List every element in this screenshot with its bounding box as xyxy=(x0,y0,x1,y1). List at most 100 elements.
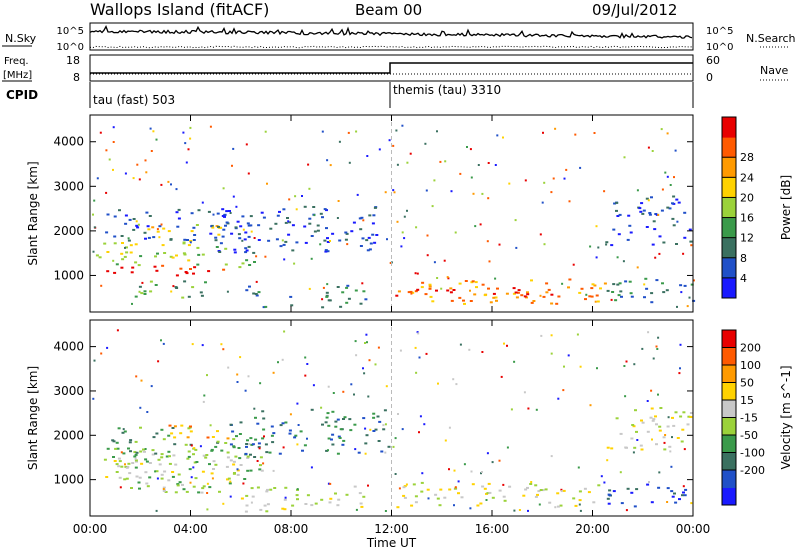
data-cell xyxy=(179,267,183,270)
data-cell xyxy=(572,497,576,500)
data-cell xyxy=(233,251,237,254)
data-cell xyxy=(113,271,117,274)
data-cell xyxy=(283,508,287,511)
data-cell xyxy=(676,305,678,308)
data-cell xyxy=(377,346,380,349)
data-cell xyxy=(610,447,614,450)
data-cell xyxy=(140,462,144,465)
colorbar-tick-label: 24 xyxy=(740,171,754,184)
data-cell xyxy=(649,416,653,419)
data-cell xyxy=(105,476,109,478)
data-cell xyxy=(364,442,368,445)
data-cell xyxy=(658,471,661,474)
data-cell xyxy=(169,238,173,241)
data-cell xyxy=(597,246,600,249)
data-cell xyxy=(458,296,462,299)
data-cell xyxy=(303,225,307,228)
data-cell xyxy=(156,228,159,231)
data-cell xyxy=(181,483,184,486)
data-cell xyxy=(173,436,177,439)
data-cell xyxy=(671,436,673,439)
data-cell xyxy=(162,486,166,489)
data-cell xyxy=(603,481,606,484)
data-cell xyxy=(321,423,324,426)
data-cell xyxy=(597,484,601,487)
data-cell xyxy=(508,182,511,185)
data-cell xyxy=(429,295,433,298)
data-cell xyxy=(129,450,132,453)
data-cell xyxy=(681,428,685,431)
data-cell xyxy=(369,428,372,431)
data-cell xyxy=(293,262,296,265)
data-cell xyxy=(457,480,460,483)
data-cell xyxy=(574,504,578,507)
data-cell xyxy=(378,148,381,151)
data-cell xyxy=(233,248,237,251)
data-cell xyxy=(682,491,685,494)
data-cell xyxy=(512,292,516,295)
data-cell xyxy=(354,448,357,451)
data-cell xyxy=(421,281,425,284)
data-cell xyxy=(403,496,407,499)
data-cell xyxy=(632,451,635,454)
colorbar-label: Velocity [m s^-1] xyxy=(779,365,793,469)
nsearch-tick-low: 10^0 xyxy=(706,42,733,53)
data-cell xyxy=(416,272,419,275)
y-axis-label: Slant Range [km] xyxy=(26,366,40,470)
data-cell xyxy=(261,437,265,440)
data-cell xyxy=(321,216,324,219)
data-cell xyxy=(463,463,466,466)
data-cell xyxy=(471,280,475,283)
data-cell xyxy=(563,177,566,180)
data-cell xyxy=(114,447,118,450)
data-cell xyxy=(426,234,429,237)
data-cell xyxy=(262,428,266,431)
data-cell xyxy=(690,502,693,505)
data-cell xyxy=(138,290,141,293)
data-cell xyxy=(273,487,277,489)
data-cell xyxy=(155,432,159,435)
data-cell xyxy=(506,344,508,347)
data-cell xyxy=(692,279,695,282)
data-cell xyxy=(385,385,388,388)
data-cell xyxy=(283,258,286,261)
data-cell xyxy=(218,251,222,253)
data-cell xyxy=(579,365,582,368)
data-cell xyxy=(450,299,454,302)
colorbar-tick-label: -15 xyxy=(740,412,758,425)
data-cell xyxy=(403,215,406,218)
data-cell xyxy=(446,289,450,292)
data-cell xyxy=(481,485,485,488)
data-cell xyxy=(227,477,231,480)
data-cell xyxy=(431,205,434,208)
data-cell xyxy=(666,425,670,428)
data-cell xyxy=(304,356,307,359)
data-cell xyxy=(249,469,253,472)
data-cell xyxy=(119,486,122,489)
data-cell xyxy=(186,239,189,241)
data-cell xyxy=(629,231,633,234)
data-cell xyxy=(668,445,672,448)
data-cell xyxy=(254,293,258,295)
freq-label: Freq. xyxy=(4,56,29,67)
data-cell xyxy=(120,252,124,255)
data-cell xyxy=(239,225,243,228)
data-cell xyxy=(281,422,285,425)
data-cell xyxy=(532,300,536,302)
data-cell xyxy=(128,472,132,475)
x-tick-label: 04:00 xyxy=(173,522,208,536)
data-cell xyxy=(208,463,211,466)
data-cell xyxy=(148,476,152,479)
data-cell xyxy=(666,487,670,490)
data-cell xyxy=(255,280,258,283)
data-cell xyxy=(139,426,142,429)
data-cell xyxy=(339,305,343,308)
data-cell xyxy=(224,247,228,250)
data-cell xyxy=(518,509,521,511)
nsky-panel xyxy=(89,22,694,51)
data-cell xyxy=(134,457,137,460)
data-cell xyxy=(425,352,428,355)
colorbar-segment xyxy=(722,417,736,436)
nave-tick-high: 60 xyxy=(706,54,720,67)
data-cell xyxy=(673,176,675,179)
